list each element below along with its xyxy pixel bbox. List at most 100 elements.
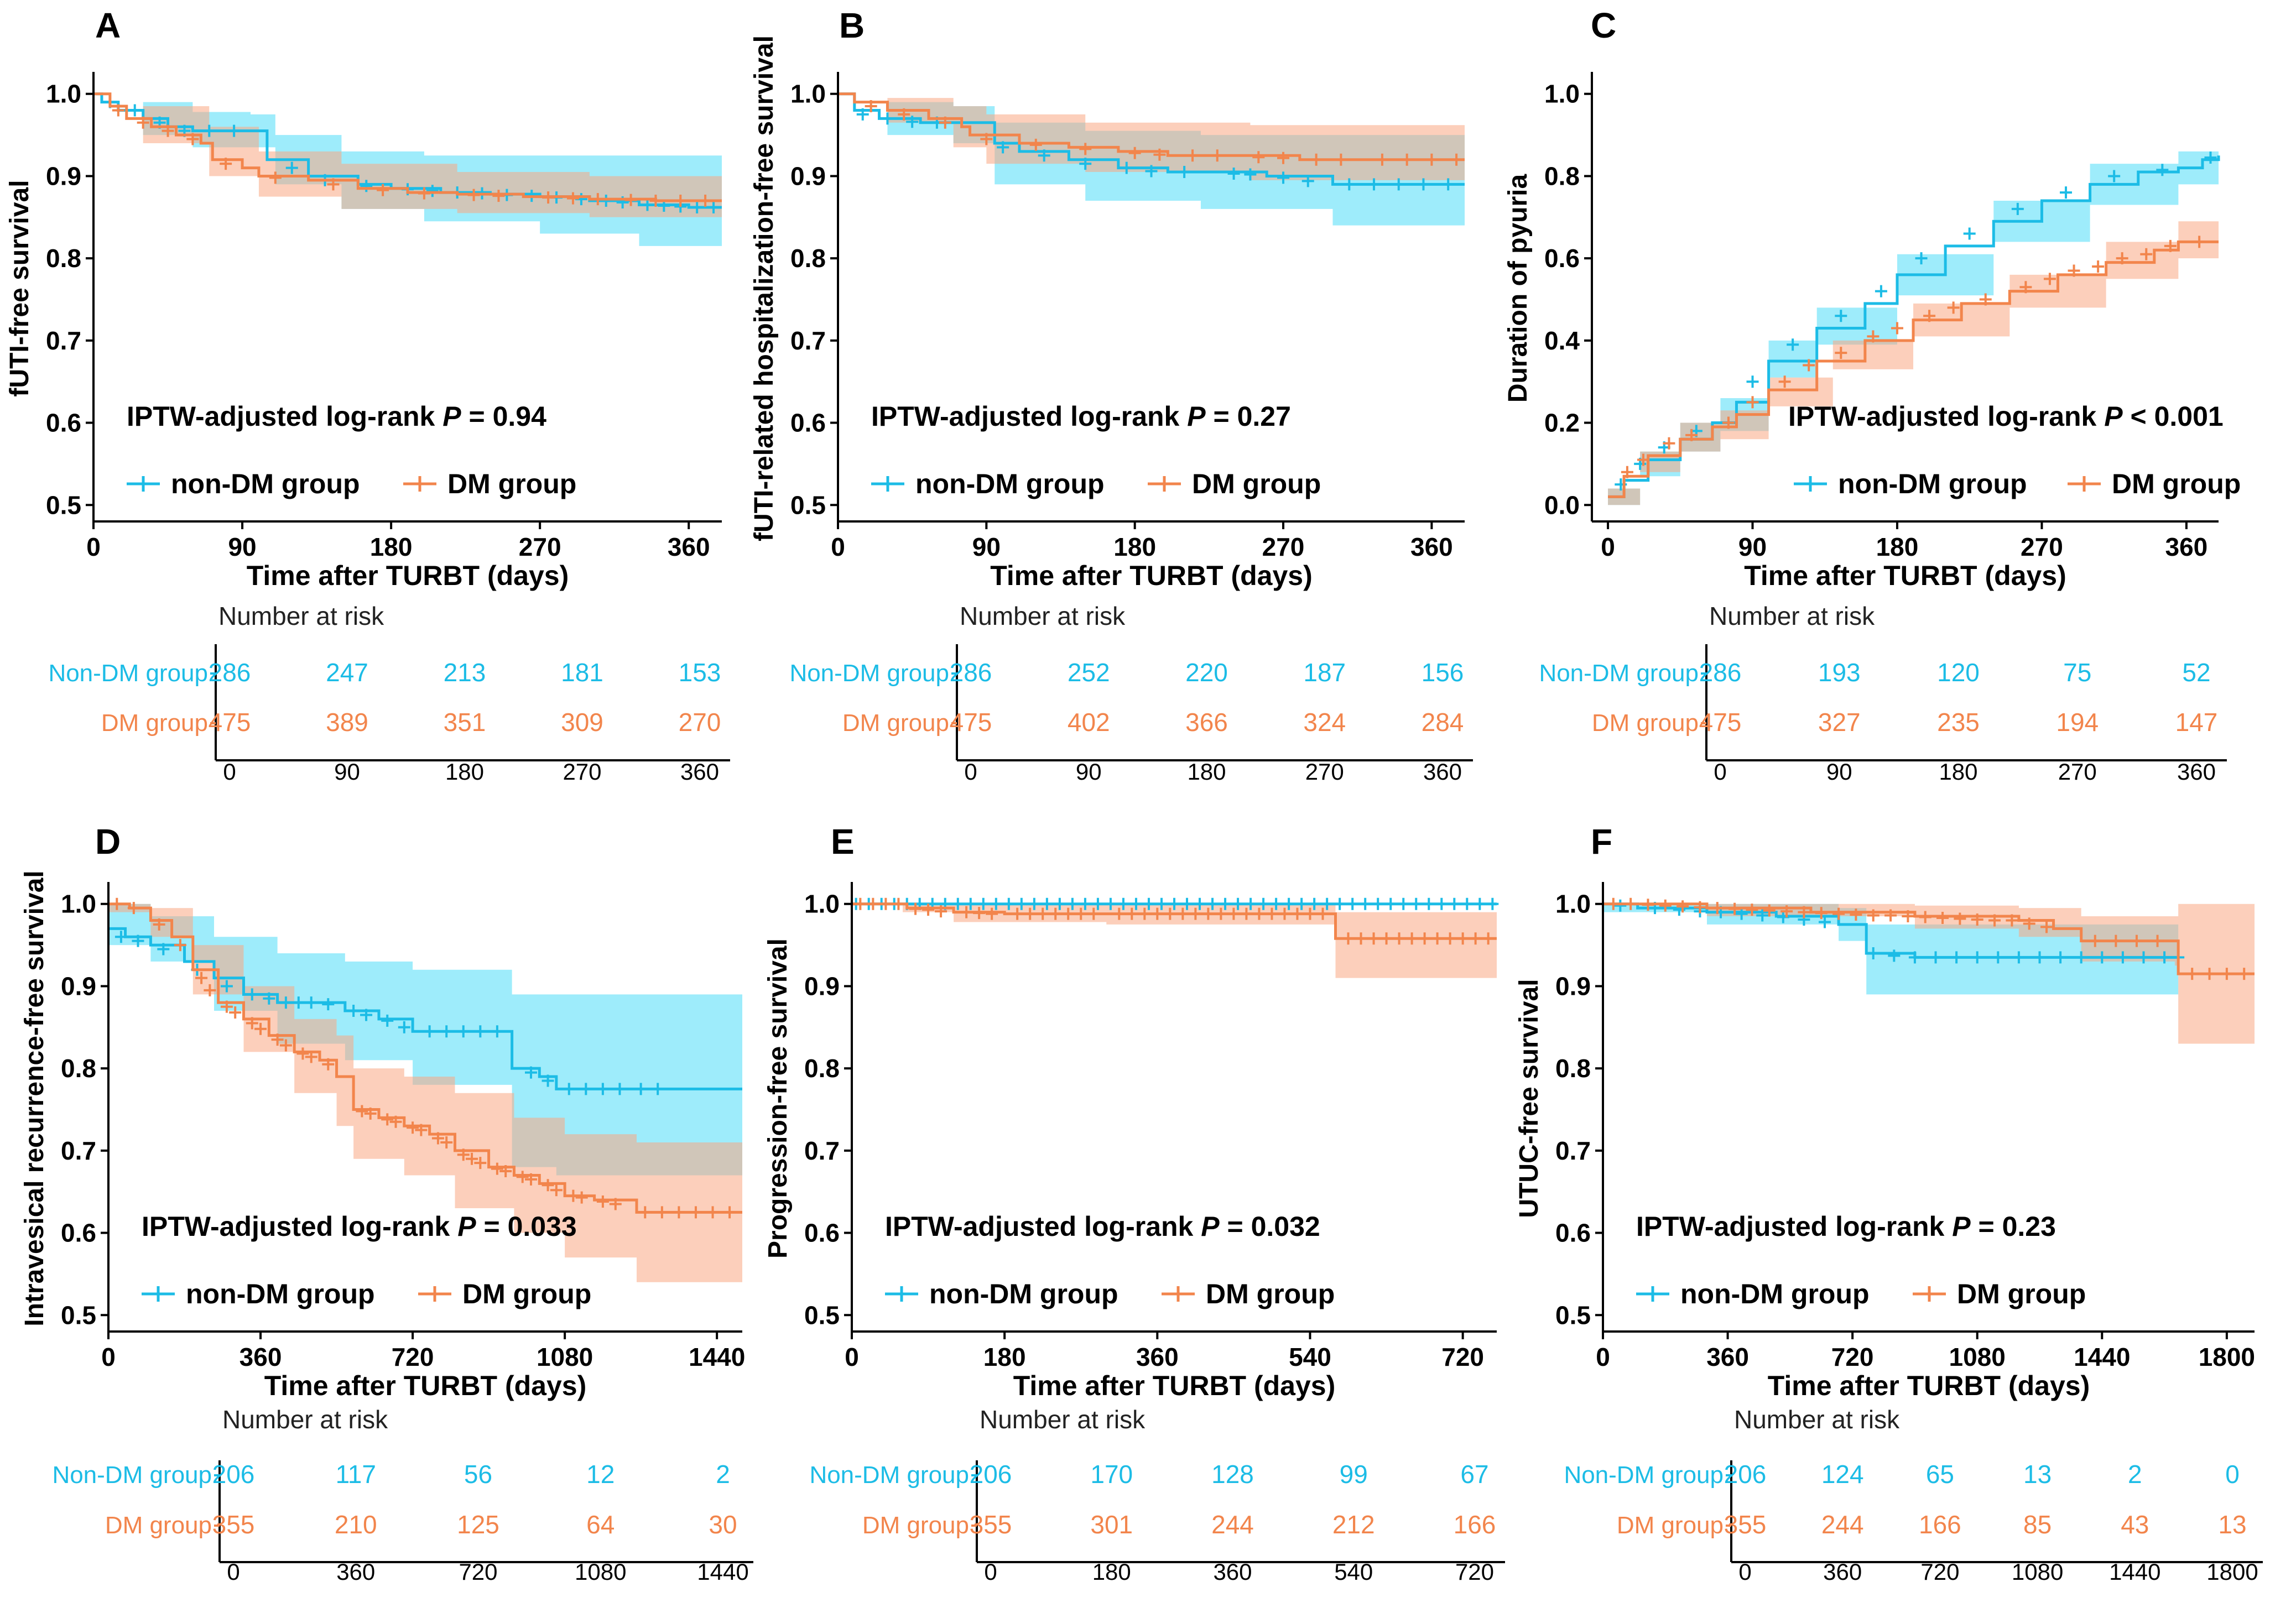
- annotation-p-symbol: P: [1187, 401, 1206, 432]
- risk-count-non_dm: 252: [1068, 658, 1110, 687]
- legend-label-dm: DM group: [2112, 468, 2241, 499]
- y-tick-label: 1.0: [61, 890, 96, 918]
- censor-mark-dm: [491, 1162, 503, 1175]
- censor-mark-dm: [2140, 248, 2153, 260]
- censor-mark-non_dm: [2137, 951, 2150, 964]
- risk-count-non_dm: 75: [2063, 658, 2091, 687]
- risk-count-dm: 43: [2121, 1510, 2149, 1539]
- censor-mark-non_dm: [641, 199, 654, 211]
- annotation-p-value: = 0.94: [461, 401, 546, 432]
- x-tick-label: 270: [1262, 532, 1305, 561]
- y-tick-label: 0.5: [1555, 1301, 1591, 1329]
- censor-mark-dm: [1803, 359, 1815, 372]
- censor-mark-dm: [220, 158, 232, 170]
- y-tick-label: 0.5: [61, 1301, 96, 1329]
- censor-mark-dm: [591, 193, 604, 206]
- censor-mark-dm: [1902, 910, 1914, 923]
- censor-mark-dm: [2092, 260, 2105, 273]
- censor-mark-dm: [1164, 907, 1176, 920]
- risk-count-dm: 244: [1821, 1510, 1864, 1539]
- risk-time-label: 360: [680, 759, 719, 785]
- legend: non-DM group DM group: [871, 468, 1321, 499]
- legend-label-non_dm: non-DM group: [171, 468, 360, 499]
- censor-mark-dm: [220, 1000, 233, 1013]
- censor-mark-dm: [909, 902, 922, 915]
- censor-mark-non_dm: [1819, 916, 1831, 928]
- censor-mark-non_dm: [426, 185, 439, 197]
- legend-label-dm: DM group: [462, 1278, 591, 1309]
- censor-mark-non_dm: [157, 943, 170, 956]
- censor-mark-non_dm: [285, 161, 298, 174]
- censor-mark-dm: [327, 178, 340, 191]
- censor-mark-non_dm: [1461, 897, 1474, 910]
- risk-count-dm: 366: [1185, 708, 1228, 737]
- x-axis-title: Time after TURBT (days): [1744, 560, 2066, 591]
- risk-count-non_dm: 220: [1185, 658, 1228, 687]
- censor-mark-dm: [1425, 153, 1438, 166]
- censor-mark-dm: [1677, 900, 1689, 913]
- censor-mark-dm: [1355, 932, 1367, 945]
- legend-label-dm: DM group: [1206, 1278, 1335, 1309]
- censor-mark-dm: [1266, 907, 1278, 920]
- x-axis-title: Time after TURBT (days): [264, 1370, 587, 1401]
- censor-mark-non_dm: [2108, 170, 2121, 182]
- logrank-annotation: IPTW-adjusted log-rank P = 0.94: [127, 401, 546, 432]
- risk-time-label: 720: [1920, 1559, 1959, 1585]
- risk-count-non_dm: 56: [464, 1460, 492, 1489]
- risk-table: Number at risk Non-DM group 206 117 56 12 2 DM …: [52, 1405, 753, 1585]
- risk-count-dm: 13: [2218, 1510, 2246, 1539]
- x-tick-label: 90: [972, 532, 1001, 561]
- censor-mark-non_dm: [1950, 951, 1963, 964]
- censor-mark-dm: [1711, 902, 1724, 915]
- censor-mark-non_dm: [691, 201, 704, 213]
- censor-mark-non_dm: [322, 998, 335, 1011]
- risk-row-label-non_dm: Non-DM group: [1539, 660, 1699, 687]
- censor-mark-dm: [2089, 934, 2101, 947]
- risk-count-dm: 355: [1724, 1510, 1767, 1539]
- censor-mark-dm: [2023, 917, 2035, 930]
- censor-mark-dm: [1891, 322, 1903, 335]
- risk-time-label: 720: [1455, 1559, 1494, 1585]
- risk-table-title: Number at risk: [980, 1405, 1146, 1434]
- x-axis-title: Time after TURBT (days): [1013, 1370, 1336, 1401]
- logrank-annotation: IPTW-adjusted log-rank P = 0.033: [142, 1211, 577, 1242]
- censor-mark-non_dm: [542, 1074, 554, 1087]
- risk-count-non_dm: 2: [2128, 1460, 2142, 1489]
- censor-mark-dm: [854, 897, 867, 910]
- survival-curve-dm: [108, 902, 742, 1214]
- risk-time-label: 180: [1092, 1559, 1131, 1585]
- censor-mark-dm: [1367, 932, 1380, 945]
- censor-mark-dm: [1062, 907, 1075, 920]
- censor-mark-dm: [1079, 143, 1092, 155]
- censor-mark-dm: [1444, 932, 1456, 945]
- censor-mark-dm: [1153, 148, 1166, 161]
- censor-mark-non_dm: [977, 897, 990, 910]
- y-tick-label: 0.6: [790, 409, 826, 437]
- censor-mark-dm: [542, 191, 555, 204]
- censor-mark-non_dm: [2204, 151, 2217, 164]
- legend: non-DM group DM group: [142, 1278, 591, 1309]
- survival-curve-non_dm: [1603, 902, 2179, 959]
- censor-mark-dm: [673, 1206, 685, 1219]
- censor-mark-dm: [986, 907, 998, 920]
- censor-mark-non_dm: [1442, 178, 1455, 191]
- x-tick-label: 360: [1706, 1343, 1749, 1371]
- risk-time-label: 0: [1714, 759, 1726, 785]
- risk-count-non_dm: 0: [2225, 1460, 2240, 1489]
- annotation-p-value: = 0.27: [1206, 401, 1291, 432]
- censor-mark-dm: [1431, 932, 1444, 945]
- censor-mark-dm: [1923, 310, 1936, 322]
- x-axis-title: Time after TURBT (days): [1768, 1370, 2090, 1401]
- censor-mark-non_dm: [1474, 897, 1486, 910]
- censor-mark-dm: [1252, 151, 1265, 164]
- censor-mark-non_dm: [2033, 951, 2046, 964]
- censor-mark-dm: [1277, 152, 1290, 164]
- censor-mark-non_dm: [563, 1083, 575, 1095]
- risk-time-label: 360: [1823, 1559, 1862, 1585]
- censor-mark-non_dm: [1963, 227, 1976, 240]
- censor-mark-non_dm: [279, 996, 292, 1009]
- censor-mark-dm: [674, 195, 687, 207]
- y-tick-label: 1.0: [1555, 890, 1591, 918]
- censor-mark-dm: [1988, 914, 2001, 927]
- censor-mark-non_dm: [1787, 338, 1799, 351]
